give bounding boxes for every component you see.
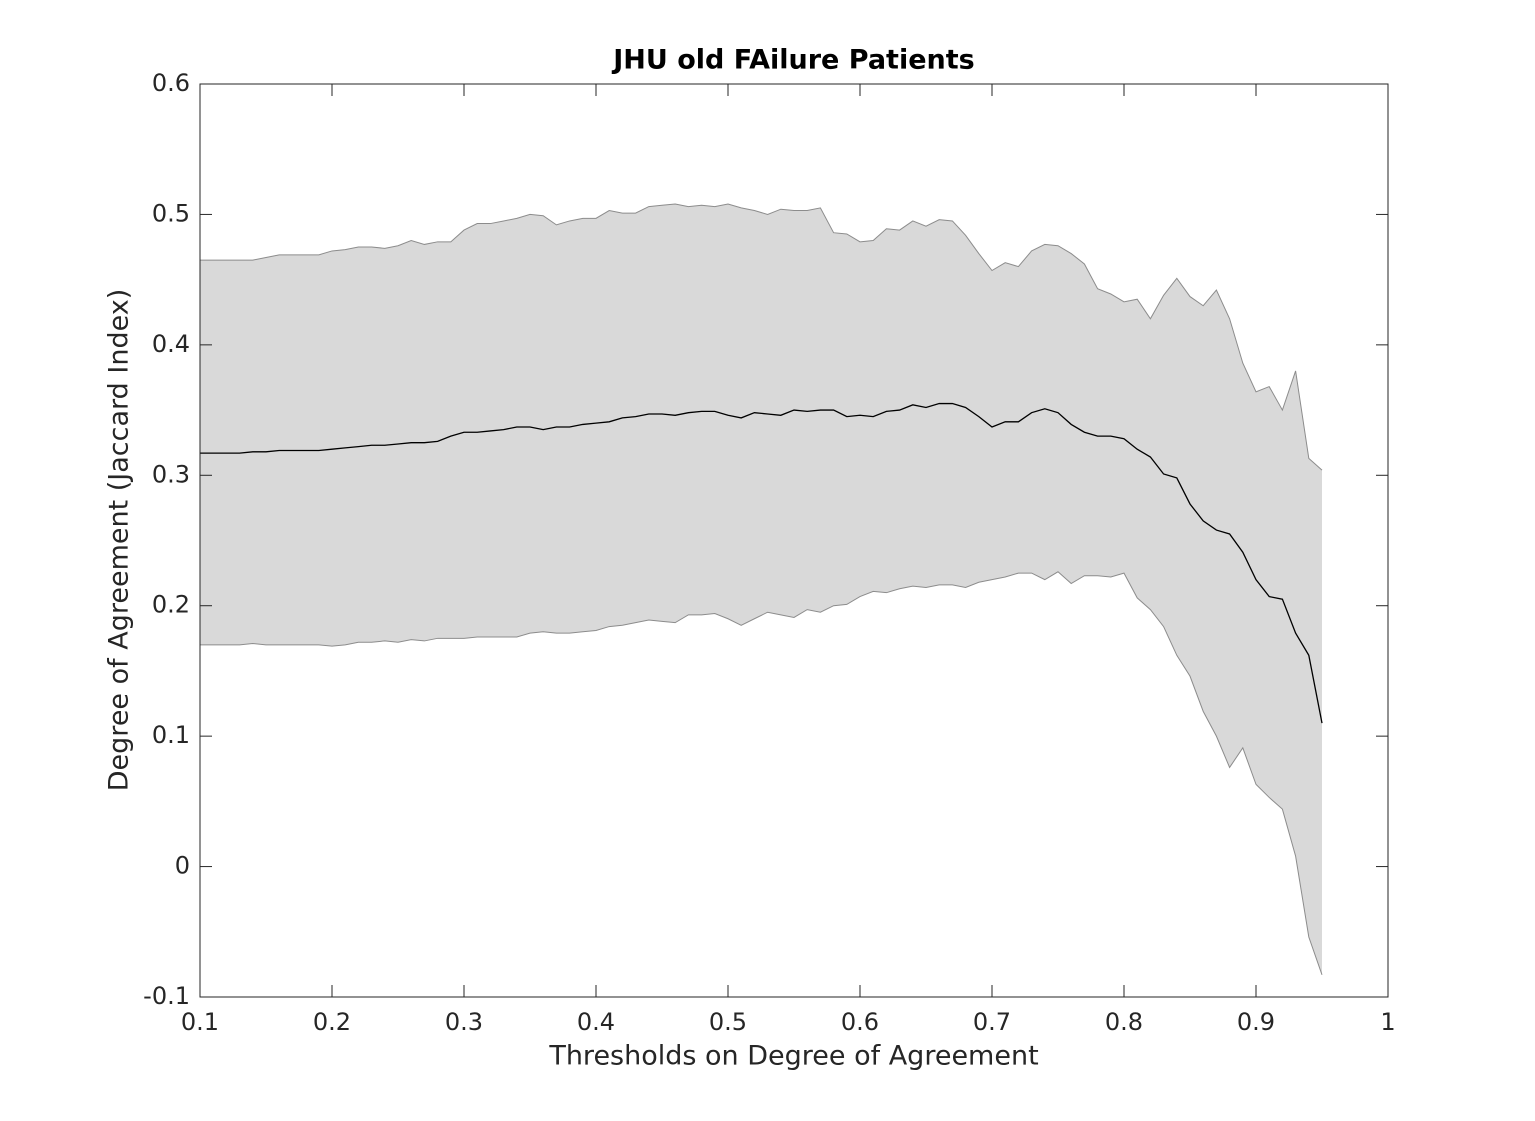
x-tick-label: 0.8 (1105, 1008, 1143, 1036)
y-tick-label: 0.2 (152, 591, 190, 619)
chart-title: JHU old FAilure Patients (611, 45, 974, 76)
y-tick-label: 0.6 (152, 69, 190, 97)
x-tick-label: 0.3 (445, 1008, 483, 1036)
y-tick-label: -0.1 (143, 982, 190, 1010)
y-tick-label: 0.1 (152, 721, 190, 749)
y-tick-label: 0.3 (152, 460, 190, 488)
x-tick-label: 0.7 (973, 1008, 1011, 1036)
mean-line (200, 402, 1323, 724)
y-tick-label: 0.4 (152, 330, 190, 358)
x-tick-label: 1 (1380, 1008, 1395, 1036)
y-tick-label: 0.5 (152, 199, 190, 227)
x-tick-label: 0.1 (181, 1008, 219, 1036)
x-axis-label: Thresholds on Degree of Agreement (548, 1041, 1038, 1072)
y-axis-label: Degree of Agreement (Jaccard Index) (104, 289, 135, 791)
x-tick-label: 0.2 (313, 1008, 351, 1036)
y-tick-label: 0 (175, 852, 190, 880)
band-area (200, 203, 1322, 975)
x-tick-label: 0.4 (577, 1008, 615, 1036)
x-tick-label: 0.6 (841, 1008, 879, 1036)
band-edge (200, 203, 1323, 471)
axes-box (199, 83, 1389, 998)
x-tick-label: 0.9 (1237, 1008, 1275, 1036)
x-tick-label: 0.5 (709, 1008, 747, 1036)
band-edge (200, 571, 1323, 975)
